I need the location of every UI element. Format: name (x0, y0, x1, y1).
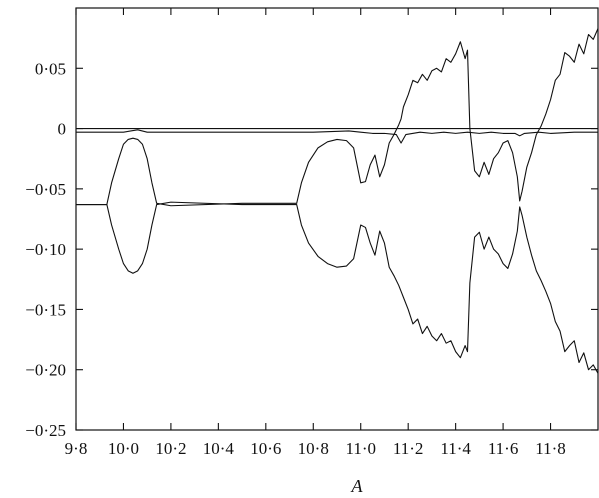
x-tick-label: 11·8 (535, 439, 566, 458)
y-tick-label: 0 (58, 120, 67, 139)
x-axis-title: A (351, 476, 364, 496)
x-tick-label: 11·6 (488, 439, 519, 458)
x-tick-label: 10·6 (250, 439, 281, 458)
series-line-2 (76, 130, 598, 143)
series-line-0 (76, 29, 598, 206)
x-tick-label: 9·8 (65, 439, 88, 458)
y-tick-label: −0·15 (25, 300, 66, 319)
y-tick-label: −0·10 (25, 240, 66, 259)
x-tick-label: 11·0 (345, 439, 376, 458)
plot-frame (76, 8, 598, 430)
x-tick-label: 11·4 (440, 439, 471, 458)
y-tick-label: −0·20 (25, 361, 66, 380)
x-tick-label: 10·0 (108, 439, 139, 458)
x-tick-label: 10·8 (298, 439, 329, 458)
y-tick-label: −0·05 (25, 180, 66, 199)
x-tick-label: 10·2 (155, 439, 186, 458)
y-tick-label: −0·25 (25, 421, 66, 440)
x-tick-label: 10·4 (203, 439, 235, 458)
y-tick-label: 0·05 (35, 59, 66, 78)
x-tick-label: 11·2 (393, 439, 424, 458)
series-line-1 (76, 202, 598, 373)
